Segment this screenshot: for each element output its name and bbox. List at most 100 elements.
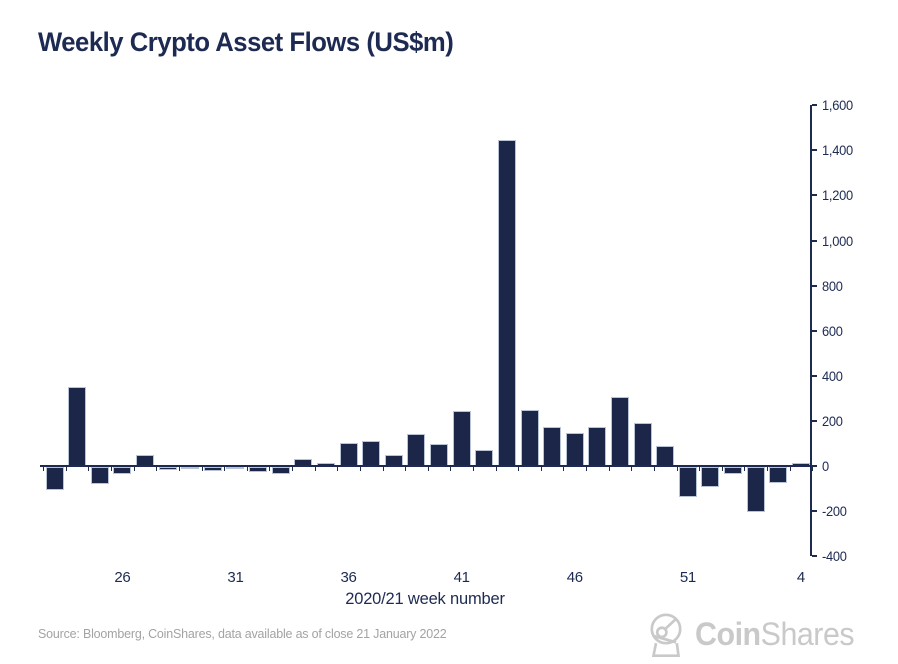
x-tick-label: 36 <box>340 569 357 586</box>
bar-week-26 <box>113 467 132 474</box>
category-tick <box>699 467 701 471</box>
bar-week-36 <box>339 442 358 466</box>
category-tick <box>337 467 339 471</box>
category-tick <box>405 467 407 471</box>
y-axis-tick <box>812 149 817 152</box>
category-tick <box>43 467 45 471</box>
category-tick <box>586 467 588 471</box>
y-tick-label: 800 <box>822 277 843 294</box>
bar-week-43 <box>497 140 516 466</box>
category-tick <box>246 467 248 471</box>
y-tick-label: 1,000 <box>822 232 853 249</box>
zero-line <box>40 465 810 467</box>
x-tick-label: 41 <box>453 569 470 586</box>
source-note: Source: Bloomberg, CoinShares, data avai… <box>38 626 447 641</box>
y-axis-tick <box>812 510 817 513</box>
y-axis-tick <box>812 555 817 558</box>
logo-text: CoinShares <box>695 615 855 653</box>
category-tick <box>178 467 180 471</box>
category-tick <box>812 467 814 471</box>
y-axis <box>810 105 812 556</box>
category-tick <box>292 467 294 471</box>
bar-week-30 <box>203 467 222 472</box>
page-title: Weekly Crypto Asset Flows (US$m) <box>38 27 454 57</box>
category-tick <box>653 467 655 471</box>
category-tick <box>201 467 203 471</box>
y-tick-label: -400 <box>822 548 847 565</box>
bar-week-2 <box>746 467 765 512</box>
y-axis-tick <box>812 104 817 107</box>
category-tick <box>382 467 384 471</box>
observatory-icon <box>650 613 682 657</box>
logo-text-coin: Coin <box>695 615 761 652</box>
bar-week-45 <box>543 427 562 466</box>
bar-week-39 <box>407 434 426 466</box>
y-tick-label: -200 <box>822 503 847 520</box>
bar-week-51 <box>678 467 697 498</box>
bar-week-29 <box>181 467 200 470</box>
category-tick <box>472 467 474 471</box>
category-tick <box>495 467 497 471</box>
y-tick-label: 600 <box>822 322 843 339</box>
category-tick <box>767 467 769 471</box>
category-tick <box>359 467 361 471</box>
category-tick <box>631 467 633 471</box>
x-tick-label: 4 <box>796 569 805 586</box>
bar-week-52 <box>701 467 720 488</box>
y-axis-tick <box>812 465 817 467</box>
bar-week-49 <box>633 423 652 466</box>
bar-week-33 <box>271 467 290 475</box>
bar-week-48 <box>611 396 629 466</box>
category-tick <box>224 467 226 471</box>
bar-week-46 <box>565 432 584 466</box>
bar-week-28 <box>158 467 177 471</box>
bar-week-37 <box>362 441 381 466</box>
x-tick-label: 26 <box>114 569 131 586</box>
bar-week-40 <box>430 444 449 466</box>
logo-text-shares: Shares <box>760 615 855 652</box>
category-tick <box>744 467 746 471</box>
x-axis-title: 2020/21 week number <box>345 589 505 608</box>
category-tick <box>314 467 316 471</box>
category-tick <box>540 467 542 471</box>
bar-week-32 <box>249 467 268 472</box>
category-tick <box>111 467 113 471</box>
bar-week-31 <box>226 467 245 469</box>
category-tick <box>789 467 791 471</box>
bar-week-44 <box>520 409 539 466</box>
y-axis-tick <box>812 374 817 377</box>
coinshares-logo: CoinShares <box>641 609 862 659</box>
category-tick <box>608 467 610 471</box>
y-axis-tick <box>812 284 817 287</box>
category-tick <box>133 467 135 471</box>
y-tick-label: 1,600 <box>822 97 853 114</box>
x-tick-label: 31 <box>227 569 244 586</box>
bar-week-3 <box>769 467 788 483</box>
category-tick <box>676 467 678 471</box>
bar-week-50 <box>656 446 675 466</box>
bar-week-24 <box>68 387 87 466</box>
category-tick <box>156 467 158 471</box>
category-tick <box>269 467 271 471</box>
y-tick-label: 0 <box>822 458 829 474</box>
category-tick <box>563 467 565 471</box>
bar-week-42 <box>475 450 494 466</box>
y-axis-tick <box>812 194 817 197</box>
y-tick-label: 1,400 <box>822 142 853 159</box>
category-tick <box>518 467 520 471</box>
category-tick <box>65 467 67 471</box>
category-tick <box>450 467 452 471</box>
y-axis-tick <box>812 419 817 422</box>
y-tick-label: 200 <box>822 412 843 429</box>
bar-week-47 <box>588 426 607 466</box>
category-tick <box>721 467 723 471</box>
y-axis-tick <box>812 329 817 332</box>
bar-week-1 <box>724 467 743 474</box>
y-tick-label: 1,200 <box>822 187 853 204</box>
x-tick-label: 51 <box>679 569 696 586</box>
bar-week-25 <box>90 467 109 485</box>
category-tick <box>427 467 429 471</box>
y-axis-tick <box>812 239 817 242</box>
y-tick-label: 400 <box>822 367 843 384</box>
